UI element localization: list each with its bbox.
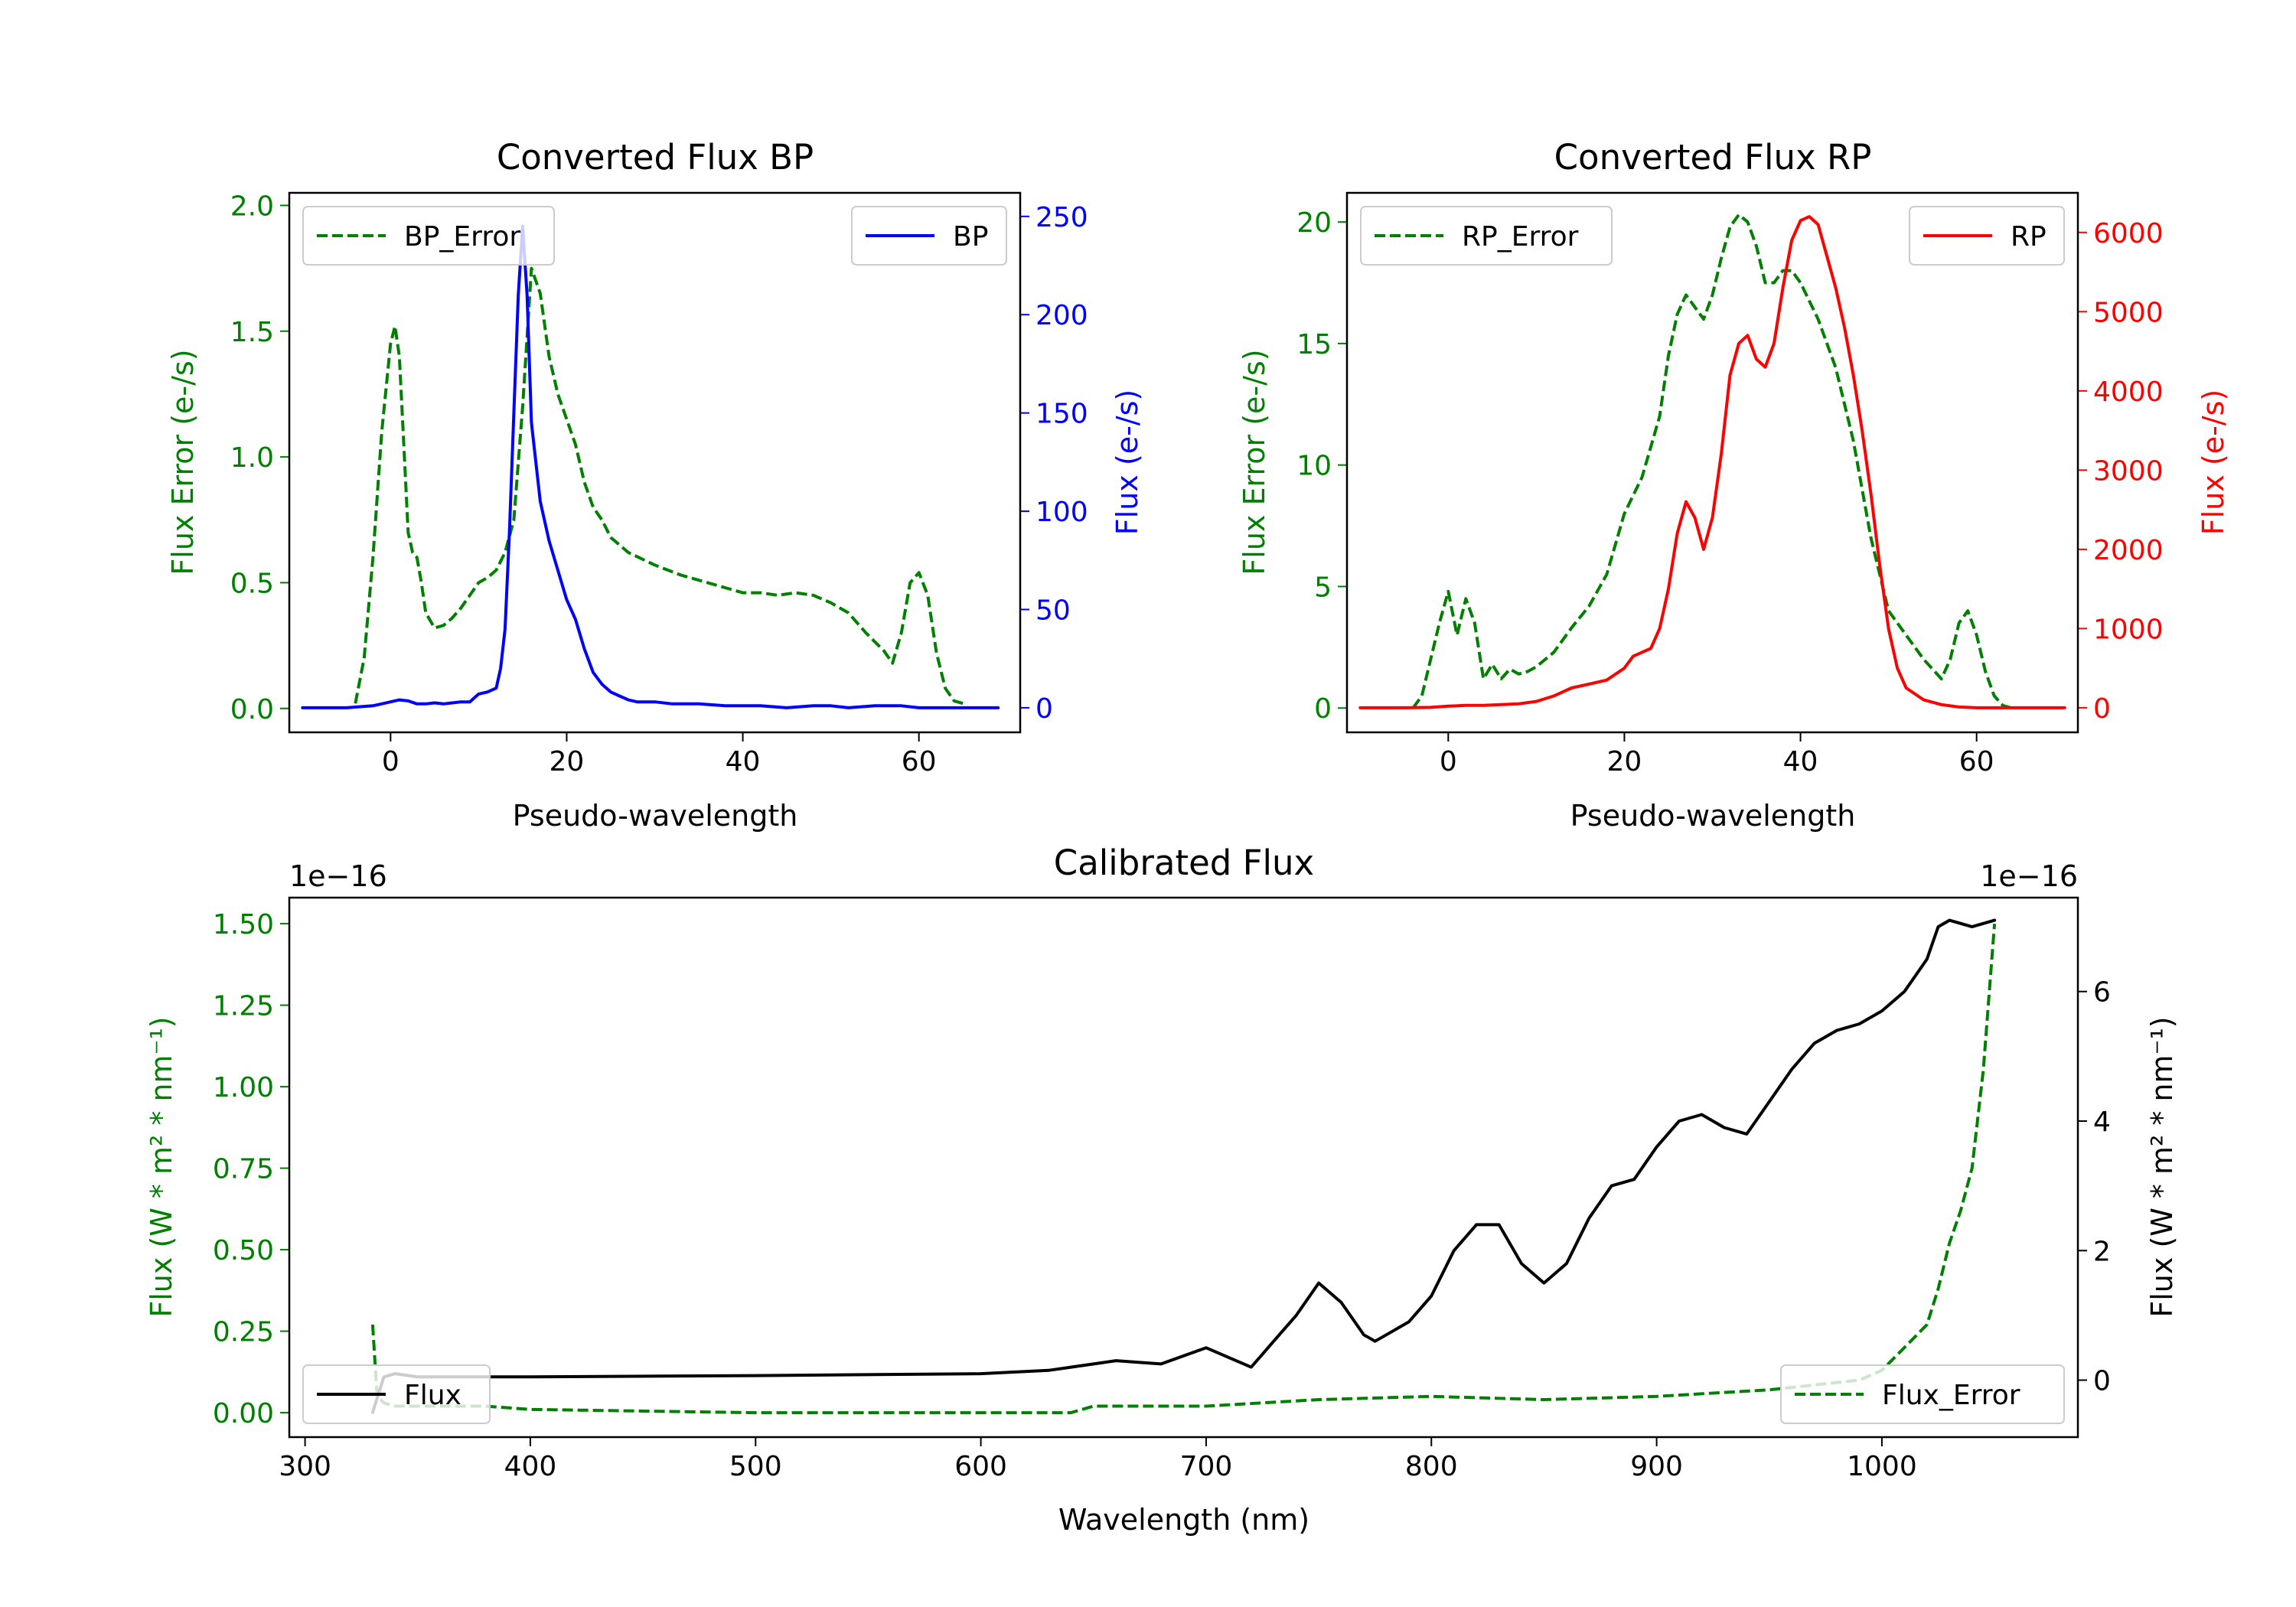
bp-x-tick-label: 20 (550, 746, 585, 777)
bp-x-tick-label: 60 (902, 746, 937, 777)
cal-left-axis-label: Flux (W * m² * nm⁻¹) (145, 1016, 178, 1317)
bp-panel: Converted Flux BP 0 20 40 60 0.0 0.5 1.0 1.5 2.0… (166, 137, 1144, 833)
cal-left-offset-text: 1e−16 (289, 859, 387, 893)
cal-x-axis-label: Wavelength (nm) (1058, 1503, 1309, 1537)
rp-right-y-tick-label: 3000 (2093, 455, 2164, 487)
rp-right-y-tick-label: 1000 (2093, 614, 2164, 645)
cal-title: Calibrated Flux (1054, 843, 1314, 883)
cal-axes-frame (288, 896, 2079, 1439)
cal-right-offset-text: 1e−16 (1980, 859, 2078, 893)
rp-left-y-tick-label: 10 (1296, 451, 1332, 482)
cal-x-tick-label: 600 (954, 1451, 1007, 1482)
bp-right-y-tick-label: 200 (1035, 300, 1088, 331)
cal-left-y-tick-label: 0.25 (213, 1317, 274, 1348)
rp-left-y-tick-label: 15 (1296, 329, 1332, 360)
bp-left-y-tick-label: 0.5 (230, 568, 274, 599)
bp-right-y-tick-label: 250 (1035, 202, 1088, 233)
rp-x-tick-label: 0 (1440, 746, 1457, 777)
rp-right-y-tick-label: 6000 (2093, 218, 2164, 249)
cal-left-y-tick-label: 0.75 (213, 1154, 274, 1185)
cal-x-tick-label: 500 (729, 1451, 782, 1482)
rp-left-y-tick-label: 20 (1296, 207, 1332, 239)
cal-right-axis-label: Flux (W * m² * nm⁻¹) (2145, 1016, 2179, 1317)
rp-legend-rp: RP (1909, 206, 2065, 266)
cal-legend-flux-error: Flux_Error (1780, 1364, 2065, 1424)
rp-x-tick-label: 60 (1959, 746, 1994, 777)
rp-title: Converted Flux RP (1554, 137, 1872, 178)
bp-series-bp-line (301, 224, 1000, 709)
cal-right-y-tick-label: 2 (2093, 1236, 2111, 1267)
rp-right-y-tick-label: 5000 (2093, 297, 2164, 328)
bp-legend-bp: BP (851, 206, 1007, 266)
bp-left-y-tick-label: 1.5 (230, 317, 274, 348)
bp-left-axis-label: Flux Error (e-/s) (166, 349, 200, 575)
bp-x-tick-label: 40 (726, 746, 761, 777)
bp-left-y-tick-label: 0.0 (230, 694, 274, 725)
rp-series-rp-error-line (1411, 213, 2013, 710)
cal-right-y-tick-label: 0 (2093, 1366, 2111, 1397)
bp-right-y-tick-label: 100 (1035, 497, 1088, 528)
cal-series-flux-line (370, 918, 1997, 1414)
bp-x-tick-label: 0 (382, 746, 400, 777)
cal-left-y-tick-label: 1.50 (213, 909, 274, 940)
cal-x-tick-label: 300 (279, 1451, 331, 1482)
rp-x-tick-label: 40 (1783, 746, 1818, 777)
cal-left-y-tick-label: 1.25 (213, 991, 274, 1022)
rp-left-y-tick-label: 5 (1314, 572, 1332, 603)
bp-right-y-tick-label: 150 (1035, 399, 1088, 430)
bp-series-bp-error-line (354, 266, 964, 706)
bp-right-y-tick-label: 50 (1035, 595, 1071, 626)
cal-left-y-tick-label: 0.00 (213, 1398, 274, 1429)
bp-axes-frame (288, 191, 1022, 734)
rp-right-y-tick-label: 4000 (2093, 376, 2164, 408)
cal-right-y-tick-label: 4 (2093, 1107, 2111, 1138)
rp-legend-label: RP_Error (1462, 221, 1579, 253)
bp-right-y-tick-label: 0 (1035, 693, 1053, 725)
cal-right-y-tick-label: 6 (2093, 977, 2111, 1009)
bp-left-y-tick-label: 2.0 (230, 191, 274, 222)
bp-legend-label: BP (953, 221, 988, 253)
rp-series-rp-line (1358, 215, 2066, 709)
rp-legend-label: RP (2011, 221, 2047, 253)
calibrated-panel: Calibrated Flux 300 400 500 600 700 800 900 100… (145, 843, 2179, 1537)
cal-x-tick-label: 700 (1180, 1451, 1233, 1482)
cal-x-tick-label: 1000 (1847, 1451, 1917, 1482)
bp-x-axis-label: Pseudo-wavelength (513, 799, 798, 833)
cal-legend-label: Flux (404, 1380, 461, 1411)
cal-x-tick-label: 800 (1405, 1451, 1458, 1482)
rp-left-axis-label: Flux Error (e-/s) (1238, 349, 1271, 575)
bp-legend-bp-error: BP_Error (302, 206, 555, 266)
cal-legend-flux: Flux (302, 1364, 491, 1424)
cal-legend-label: Flux_Error (1882, 1380, 2020, 1411)
rp-right-y-tick-label: 0 (2093, 693, 2111, 725)
cal-x-tick-label: 400 (504, 1451, 557, 1482)
bp-title: Converted Flux BP (497, 137, 814, 178)
cal-left-y-tick-label: 1.00 (213, 1072, 274, 1103)
bp-legend-label: BP_Error (404, 221, 520, 253)
rp-left-y-tick-label: 0 (1314, 693, 1332, 725)
bp-right-axis-label: Flux (e-/s) (1110, 390, 1144, 535)
bp-left-y-tick-label: 1.0 (230, 442, 274, 474)
rp-right-axis-label: Flux (e-/s) (2197, 390, 2230, 535)
cal-x-tick-label: 900 (1630, 1451, 1683, 1482)
rp-right-y-tick-label: 2000 (2093, 535, 2164, 566)
rp-panel: Converted Flux RP 0 20 40 60 0 5 10 15 20 0 1000 20… (1238, 137, 2230, 833)
rp-axes-frame (1345, 191, 2079, 734)
rp-legend-rp-error: RP_Error (1360, 206, 1613, 266)
cal-left-y-tick-label: 0.50 (213, 1235, 274, 1266)
rp-x-tick-label: 20 (1607, 746, 1642, 777)
rp-x-axis-label: Pseudo-wavelength (1570, 799, 1856, 833)
